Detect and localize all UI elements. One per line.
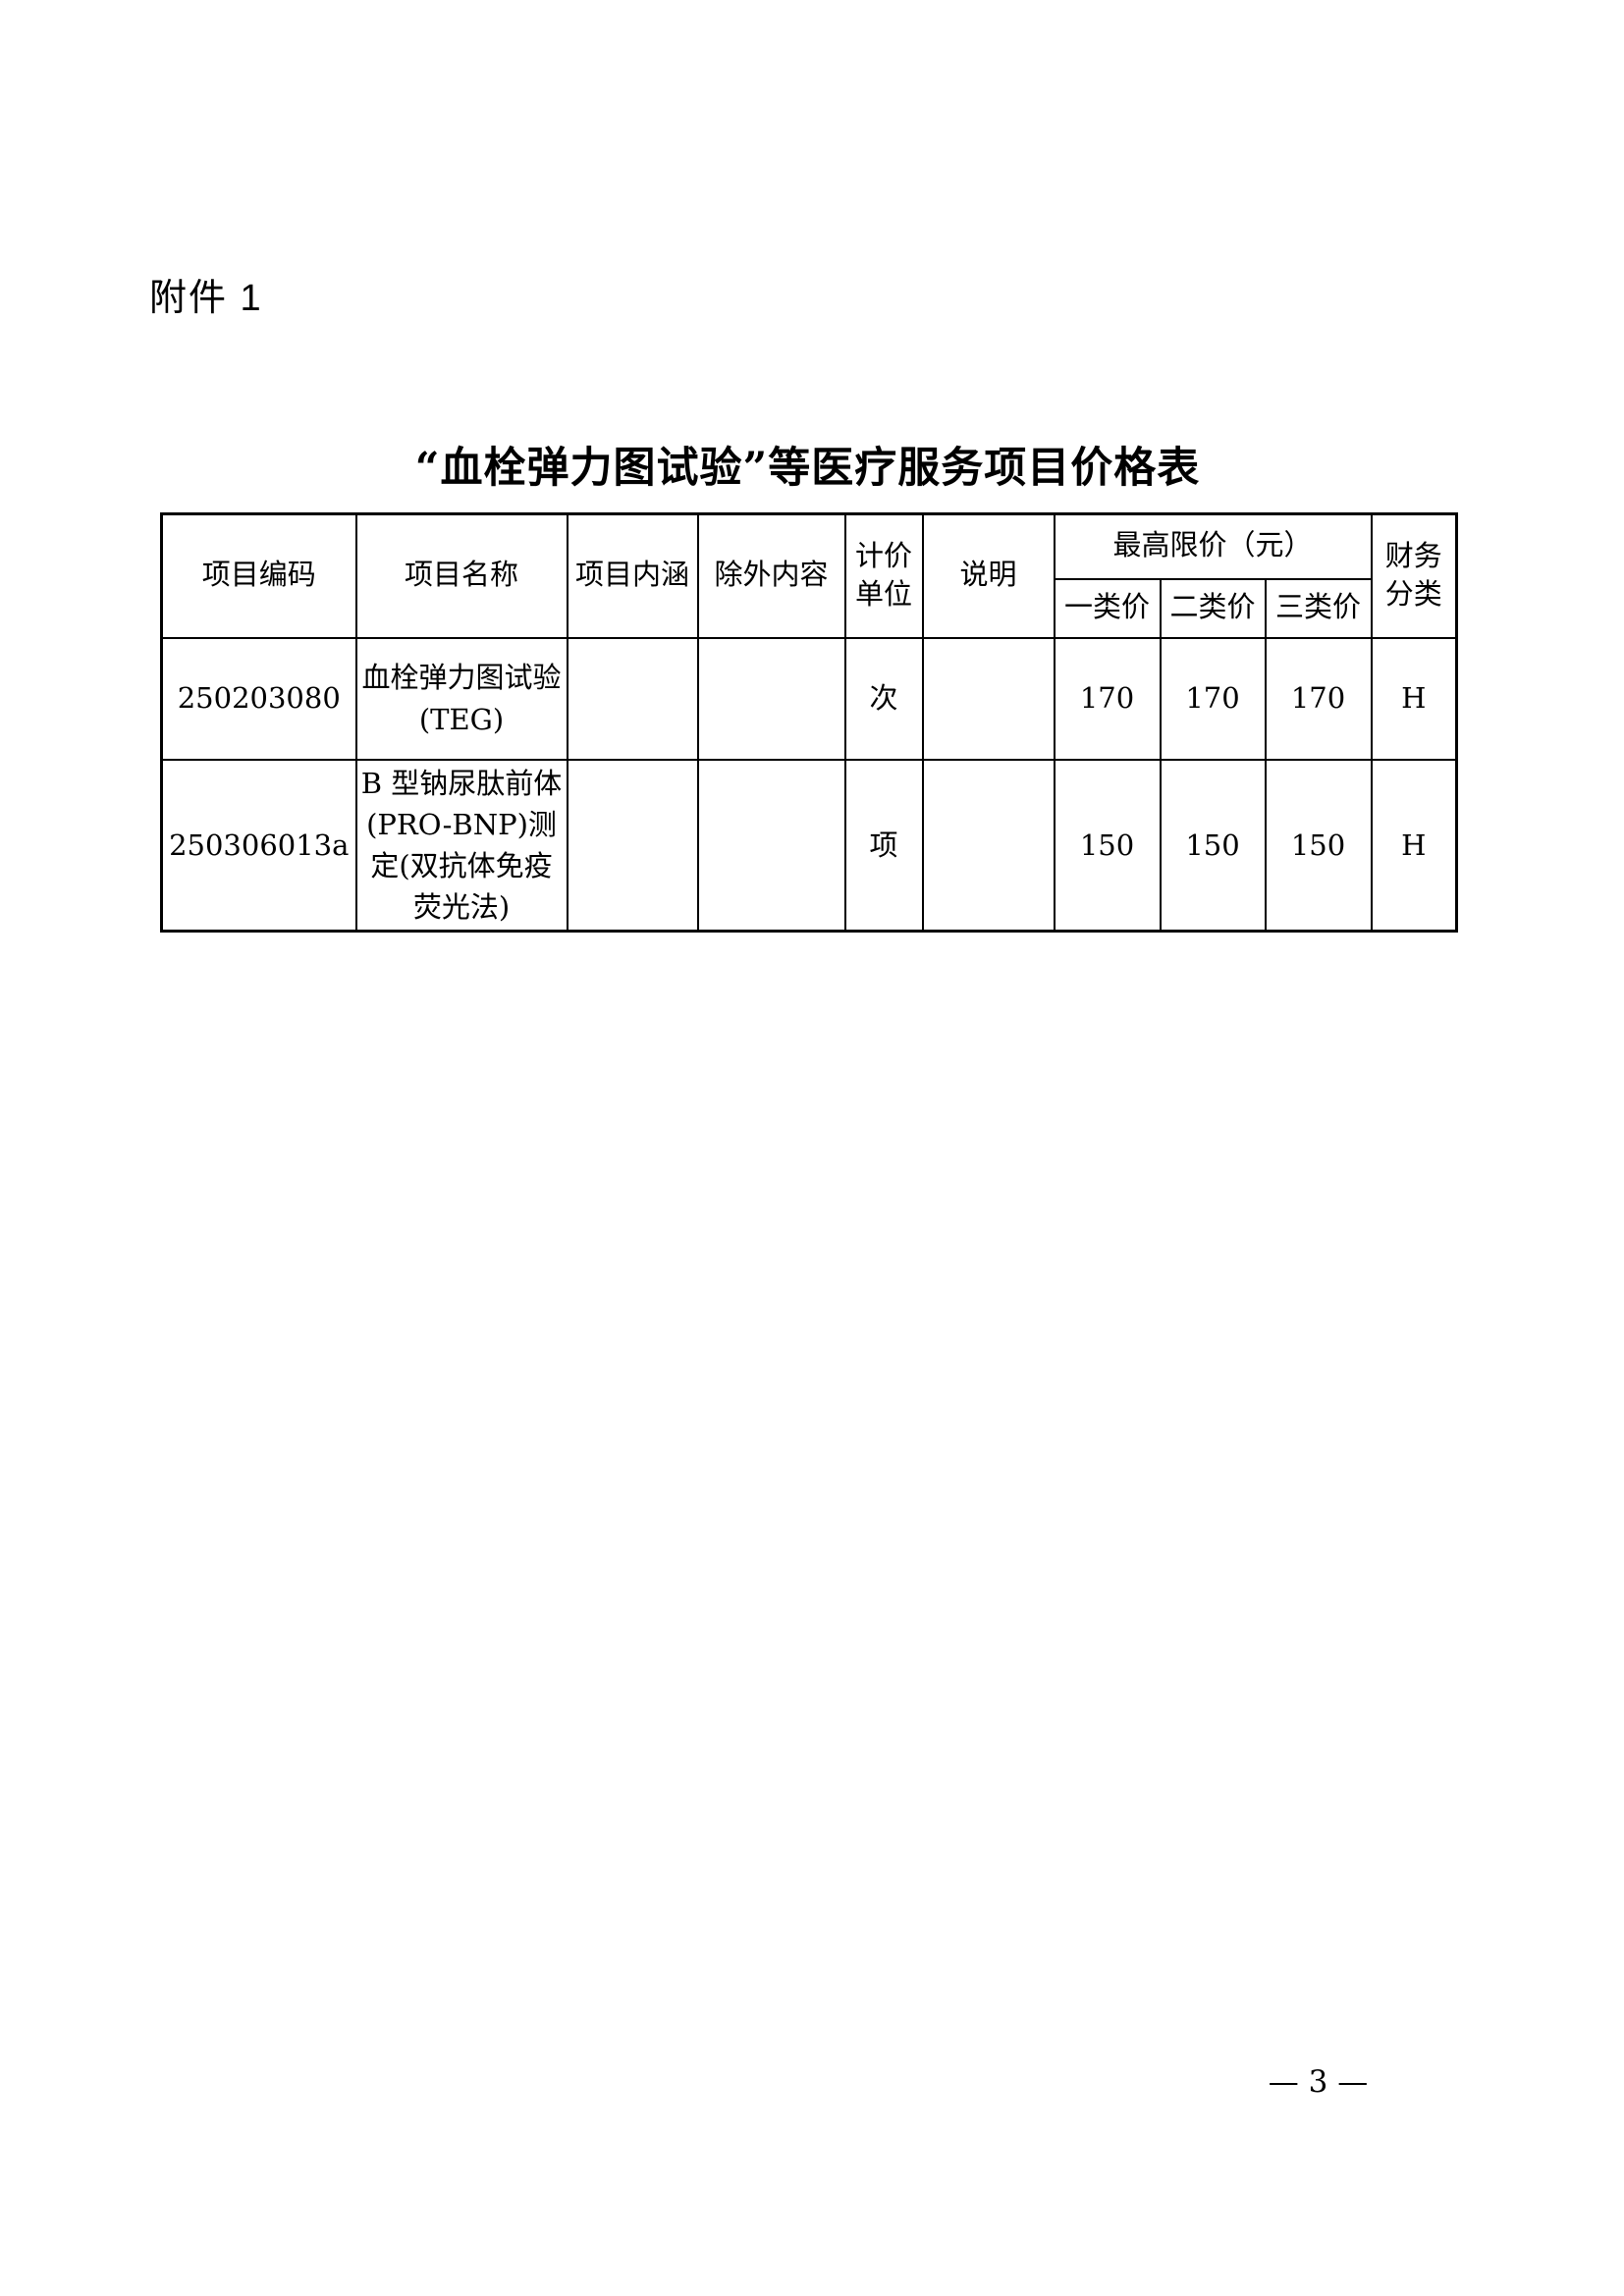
col-header-finance-class: 财务 分类 [1370,512,1458,639]
pricing-unit-line2: 单位 [854,578,912,611]
finance-class-line1: 财务 [1384,540,1442,572]
col-header-project-name: 项目名称 [354,512,568,639]
col-header-note: 说明 [921,512,1056,639]
cell-project-content [566,758,699,933]
cell-project-name: 血栓弹力图试验(TEG) [354,636,568,761]
cell-price-tier-2: 170 [1159,636,1267,761]
document-title: “血栓弹力图试验”等医疗服务项目价格表 [414,444,1201,493]
cell-pricing-unit: 项 [843,758,924,933]
col-header-price-tier-1: 一类价 [1053,577,1162,639]
cell-excluded-content [696,758,846,933]
cell-finance-class: H [1370,758,1458,933]
header-row-sub: 一类价 二类价 三类价 [162,577,1457,639]
col-header-max-price-group: 最高限价（元） [1053,512,1373,580]
cell-finance-class: H [1370,636,1458,761]
cell-project-name: B 型钠尿肽前体(PRO-BNP)测定(双抗体免疫荧光法) [354,758,568,933]
cell-price-tier-1: 150 [1053,758,1162,933]
cell-price-tier-2: 150 [1159,758,1267,933]
table-row: 250203080 血栓弹力图试验(TEG) 次 170 170 170 H [160,636,1458,761]
col-header-price-tier-2: 二类价 [1159,577,1267,639]
col-header-project-content: 项目内涵 [566,512,699,639]
col-header-excluded-content: 除外内容 [696,512,846,639]
cell-project-code: 250203080 [160,636,357,761]
cell-note [921,636,1056,761]
table-row: 250306013a B 型钠尿肽前体(PRO-BNP)测定(双抗体免疫荧光法)… [160,758,1458,933]
cell-price-tier-1: 170 [1053,636,1162,761]
page-number: — 3 — [1268,2064,1369,2100]
col-header-price-tier-3: 三类价 [1264,577,1373,639]
cell-excluded-content [696,636,846,761]
cell-project-content [566,636,699,761]
col-header-pricing-unit: 计价 单位 [843,512,924,639]
cell-price-tier-3: 150 [1264,758,1373,933]
cell-note [921,758,1056,933]
cell-project-code: 250306013a [160,758,357,933]
header-row-top: 项目编码 项目名称 项目内涵 除外内容 计价 单位 说明 最高限价（元） 财务 … [160,512,1458,639]
cell-pricing-unit: 次 [843,636,924,761]
cell-price-tier-3: 170 [1264,636,1373,761]
pricing-unit-line1: 计价 [854,540,912,572]
price-table: 项目编码 项目名称 项目内涵 除外内容 计价 单位 说明 最高限价（元） 财务 … [160,512,1459,933]
attachment-label: 附件 1 [149,278,263,319]
finance-class-line2: 分类 [1384,578,1442,611]
col-header-project-code: 项目编码 [160,512,357,639]
